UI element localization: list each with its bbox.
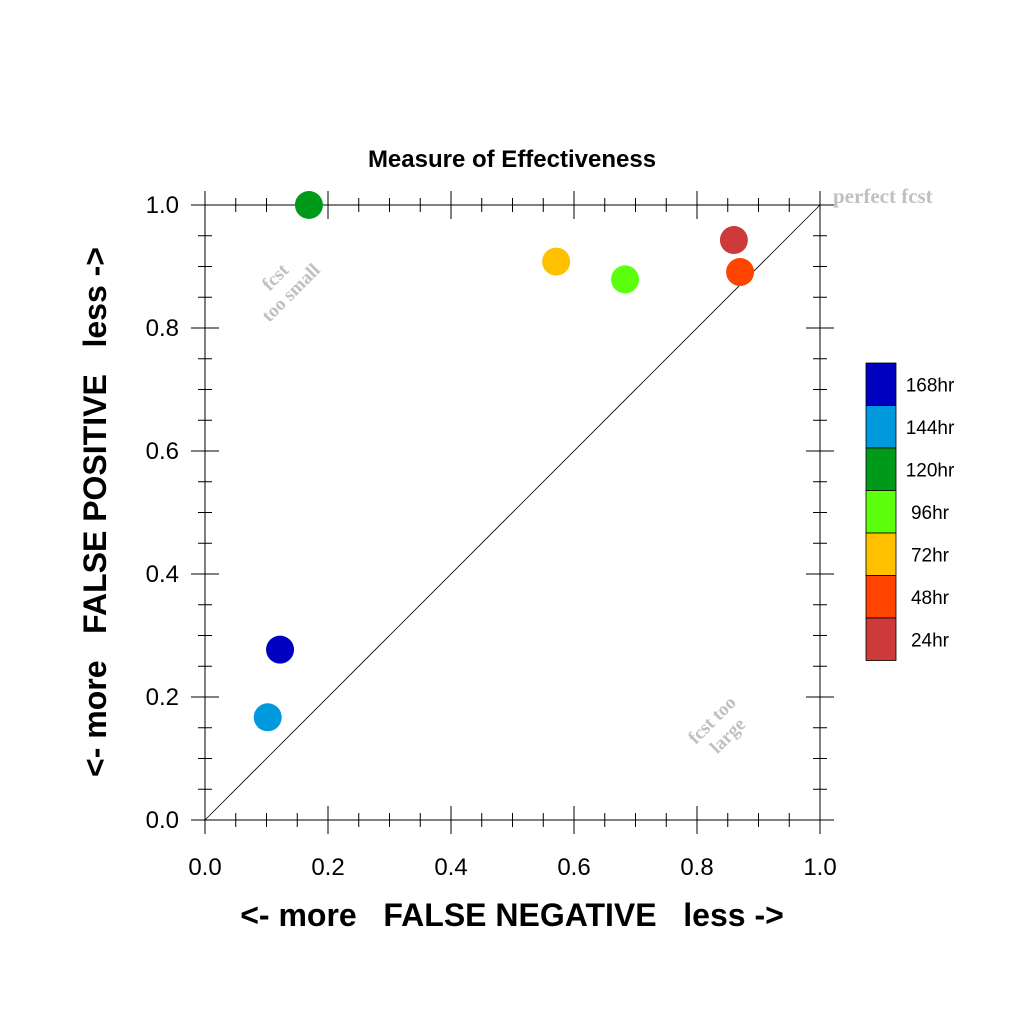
axis-layer: 0.0 0.2 0.4 0.6 0.8 1.0 0.0 0.2 0.4 0.6 0.8 1.0 (146, 191, 837, 881)
legend-label-24hr: 24hr (911, 630, 950, 651)
legend-label-48hr: 48hr (911, 588, 950, 609)
data-point-168hr (266, 635, 295, 664)
annotation-perfect-fcst: perfect fcst (833, 184, 933, 208)
x-axis-label: <- more FALSE NEGATIVE less -> (240, 897, 784, 933)
x-tick-label: 0.8 (680, 854, 713, 881)
legend-swatch-72hr (865, 532, 897, 576)
data-point-72hr (542, 247, 571, 276)
annotation-fcst-too-large: fcst too large (684, 692, 750, 758)
y-axis-label: <- more FALSE POSITIVE less -> (77, 247, 113, 777)
data-point-48hr (726, 258, 755, 287)
x-tick-label: 0.0 (188, 854, 221, 881)
legend-swatch-24hr (865, 617, 897, 661)
legend-swatch-168hr (865, 362, 897, 406)
points-layer (253, 191, 755, 732)
legend-label-144hr: 144hr (906, 418, 955, 439)
x-tick-label: 0.6 (557, 854, 590, 881)
annotation-fcst-too-small: fcst too small (258, 260, 325, 327)
legend-label-168hr: 168hr (906, 375, 955, 396)
data-point-24hr (719, 226, 748, 255)
data-point-144hr (253, 703, 282, 732)
y-tick-label: 0.6 (146, 438, 179, 465)
legend-swatch-144hr (865, 405, 897, 449)
y-tick-label: 0.4 (146, 561, 179, 588)
legend-swatch-96hr (865, 490, 897, 534)
y-tick-label: 1.0 (146, 192, 179, 219)
data-point-120hr (294, 191, 323, 219)
y-tick-label: 0.8 (146, 315, 179, 342)
legend-label-96hr: 96hr (911, 503, 950, 524)
legend-label-120hr: 120hr (906, 460, 955, 481)
legend-swatch-48hr (865, 575, 897, 619)
x-tick-label: 0.4 (434, 854, 467, 881)
data-point-96hr (611, 265, 640, 294)
legend-label-72hr: 72hr (911, 545, 950, 566)
legend: 168hr 144hr 120hr 96hr 72hr 48hr 24hr (865, 362, 955, 661)
x-tick-label: 1.0 (803, 854, 836, 881)
legend-swatch-120hr (865, 447, 897, 491)
y-tick-label: 0.0 (146, 807, 179, 834)
x-tick-label: 0.2 (311, 854, 344, 881)
chart-title: Measure of Effectiveness (368, 146, 656, 173)
y-tick-label: 0.2 (146, 684, 179, 711)
diagonal-reference-line (204, 204, 821, 821)
